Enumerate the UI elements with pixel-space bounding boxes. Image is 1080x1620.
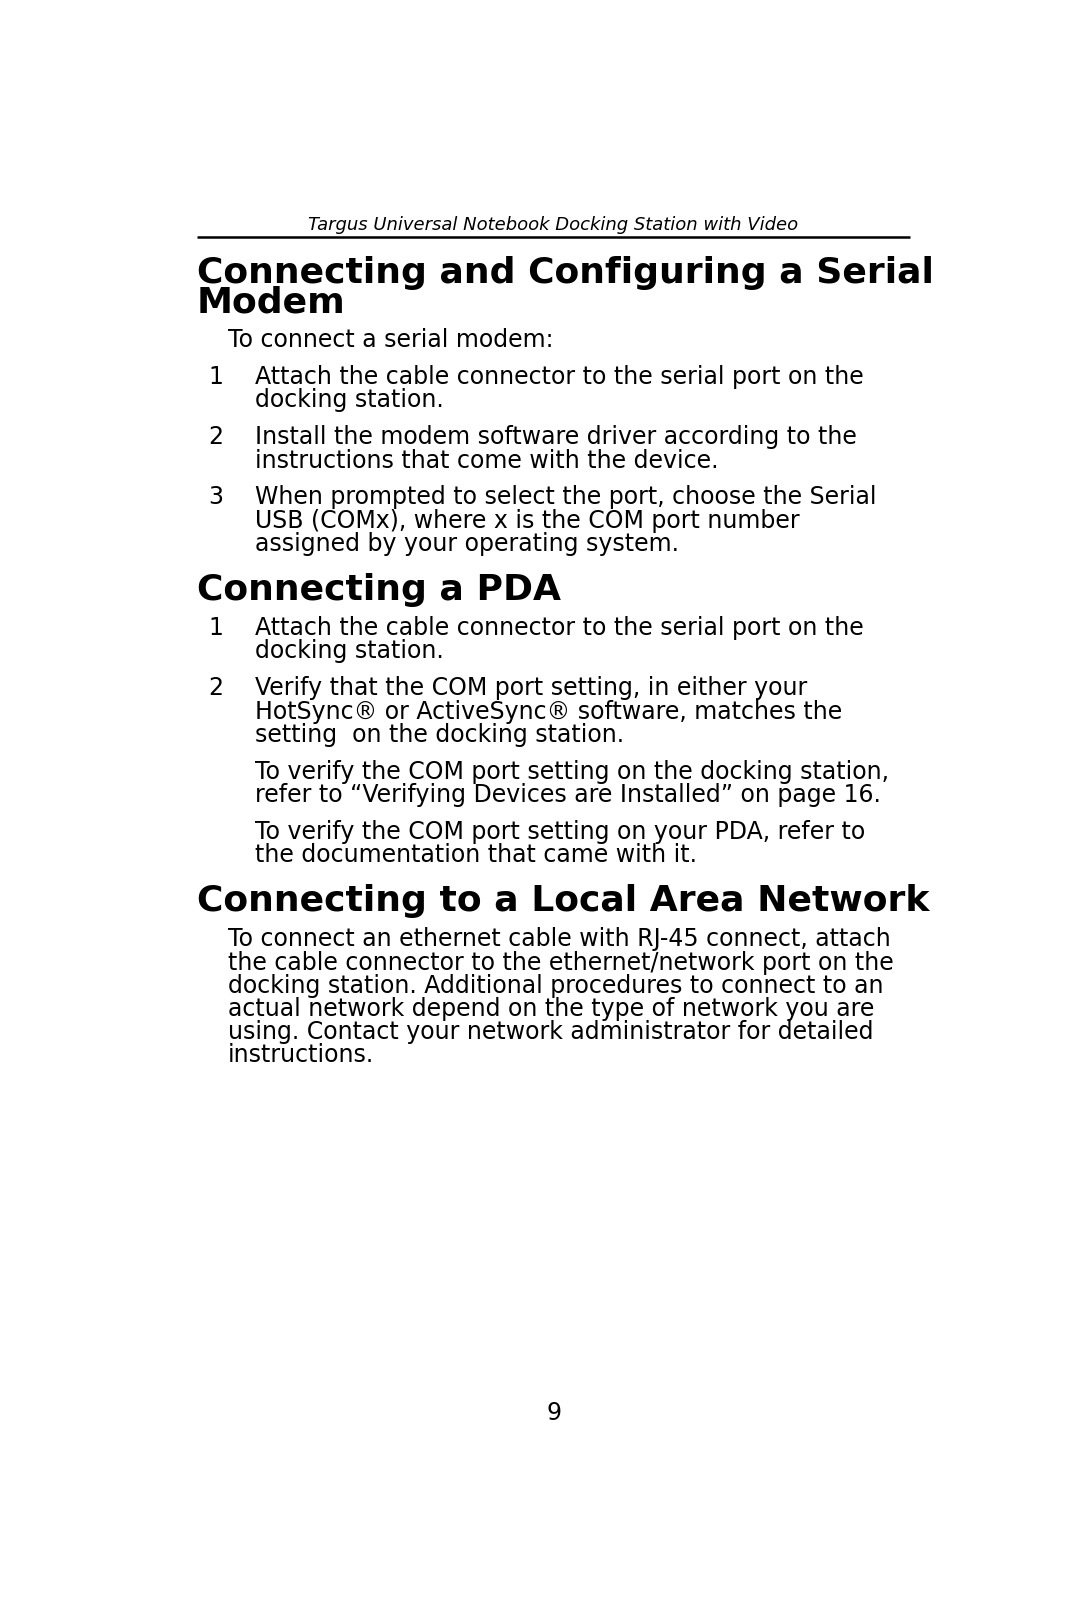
Text: the documentation that came with it.: the documentation that came with it. [255, 842, 697, 867]
Text: Connecting and Configuring a Serial: Connecting and Configuring a Serial [197, 256, 934, 290]
Text: To verify the COM port setting on your PDA, refer to: To verify the COM port setting on your P… [255, 820, 865, 844]
Text: HotSync® or ActiveSync® software, matches the: HotSync® or ActiveSync® software, matche… [255, 700, 842, 724]
Text: USB (COMx), where x is the COM port number: USB (COMx), where x is the COM port numb… [255, 509, 800, 533]
Text: Verify that the COM port setting, in either your: Verify that the COM port setting, in eit… [255, 677, 808, 700]
Text: When prompted to select the port, choose the Serial: When prompted to select the port, choose… [255, 486, 877, 509]
Text: setting  on the docking station.: setting on the docking station. [255, 723, 624, 747]
Text: To connect an ethernet cable with RJ-45 connect, attach: To connect an ethernet cable with RJ-45 … [228, 927, 891, 951]
Text: the cable connector to the ethernet/network port on the: the cable connector to the ethernet/netw… [228, 951, 894, 975]
Text: Targus Universal Notebook Docking Station with Video: Targus Universal Notebook Docking Statio… [309, 215, 798, 233]
Text: 9: 9 [546, 1401, 561, 1424]
Text: Attach the cable connector to the serial port on the: Attach the cable connector to the serial… [255, 616, 864, 640]
Text: To verify the COM port setting on the docking station,: To verify the COM port setting on the do… [255, 760, 889, 784]
Text: docking station.: docking station. [255, 389, 444, 413]
Text: docking station. Additional procedures to connect to an: docking station. Additional procedures t… [228, 974, 883, 998]
Text: To connect a serial modem:: To connect a serial modem: [228, 329, 554, 353]
Text: 2: 2 [208, 426, 224, 449]
Text: 2: 2 [208, 677, 224, 700]
Text: docking station.: docking station. [255, 640, 444, 664]
Text: 3: 3 [208, 486, 224, 509]
Text: Modem: Modem [197, 285, 346, 319]
Text: 1: 1 [208, 366, 224, 389]
Text: Attach the cable connector to the serial port on the: Attach the cable connector to the serial… [255, 366, 864, 389]
Text: instructions that come with the device.: instructions that come with the device. [255, 449, 718, 473]
Text: using. Contact your network administrator for detailed: using. Contact your network administrato… [228, 1021, 874, 1043]
Text: actual network depend on the type of network you are: actual network depend on the type of net… [228, 996, 875, 1021]
Text: Install the modem software driver according to the: Install the modem software driver accord… [255, 426, 858, 449]
Text: refer to “Verifying Devices are Installed” on page 16.: refer to “Verifying Devices are Installe… [255, 782, 881, 807]
Text: Connecting to a Local Area Network: Connecting to a Local Area Network [197, 885, 930, 919]
Text: assigned by your operating system.: assigned by your operating system. [255, 531, 679, 556]
Text: instructions.: instructions. [228, 1043, 375, 1068]
Text: Connecting a PDA: Connecting a PDA [197, 573, 561, 608]
Text: 1: 1 [208, 616, 224, 640]
